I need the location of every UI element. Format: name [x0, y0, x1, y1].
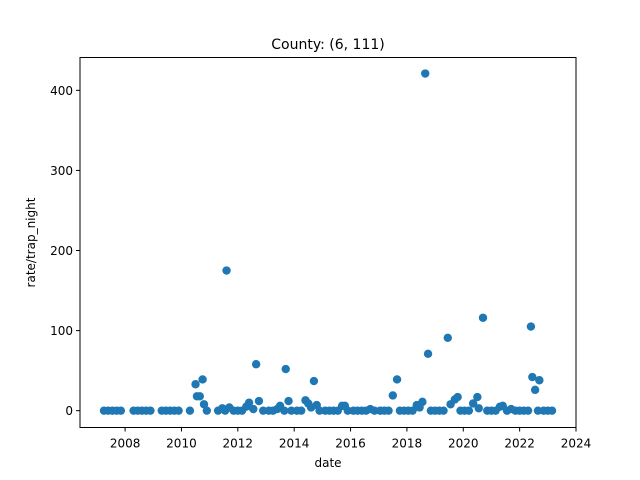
- y-axis: 0 100 200 300 400: [50, 84, 80, 418]
- data-point: [388, 391, 398, 400]
- data-point: [280, 406, 289, 415]
- data-point: [222, 266, 231, 275]
- x-axis: 2008 2010 2012 2014 2016 2018 2020 2022 2024: [110, 427, 592, 451]
- x-axis-label: date: [314, 456, 341, 470]
- x-tick-label: 2022: [504, 437, 535, 451]
- data-point: [526, 322, 536, 331]
- data-point: [284, 396, 293, 406]
- data-point: [473, 392, 482, 402]
- data-point: [392, 375, 402, 384]
- y-axis-label: rate/trap_night: [24, 197, 38, 287]
- data-point: [249, 404, 258, 414]
- plot-frame: [79, 57, 577, 428]
- x-tick-label: 2024: [561, 437, 592, 451]
- y-tick-label: 0: [65, 404, 73, 418]
- data-point: [423, 349, 433, 359]
- y-tick-label: 300: [50, 164, 73, 178]
- data-point: [439, 406, 448, 415]
- data-point: [174, 406, 183, 415]
- data-point: [199, 400, 209, 409]
- data-point: [185, 406, 195, 415]
- data-point: [535, 376, 544, 385]
- data-point: [254, 396, 264, 406]
- data-point: [528, 372, 537, 382]
- data-point: [523, 406, 533, 415]
- data-point: [116, 406, 126, 415]
- y-tick-label: 100: [50, 324, 73, 338]
- data-point: [198, 375, 207, 384]
- data-point: [453, 392, 462, 402]
- data-point: [478, 313, 488, 322]
- data-point: [464, 406, 474, 415]
- x-tick-label: 2020: [448, 437, 479, 451]
- data-point: [251, 360, 261, 369]
- x-tick-label: 2014: [279, 437, 310, 451]
- data-point: [244, 398, 254, 407]
- chart-title: County: (6, 111): [271, 37, 384, 53]
- data-point: [468, 399, 478, 408]
- y-tick-label: 200: [50, 244, 73, 258]
- data-point: [421, 69, 430, 78]
- data-point: [418, 397, 427, 407]
- data-point: [547, 406, 557, 415]
- data-point: [384, 406, 393, 415]
- data-point: [281, 364, 290, 374]
- x-tick-label: 2010: [166, 437, 197, 451]
- data-points-group: [99, 69, 557, 415]
- x-tick-label: 2018: [392, 437, 423, 451]
- y-tick-label: 400: [50, 84, 73, 98]
- data-point: [443, 333, 452, 342]
- x-tick-label: 2012: [223, 437, 254, 451]
- data-point: [146, 406, 155, 415]
- data-point: [297, 406, 306, 415]
- data-point: [309, 376, 319, 386]
- data-point: [191, 380, 200, 389]
- x-tick-label: 2008: [110, 437, 141, 451]
- data-point: [202, 406, 212, 415]
- x-tick-label: 2016: [335, 437, 366, 451]
- data-point: [474, 404, 483, 413]
- data-point: [195, 392, 204, 401]
- data-point: [530, 385, 540, 395]
